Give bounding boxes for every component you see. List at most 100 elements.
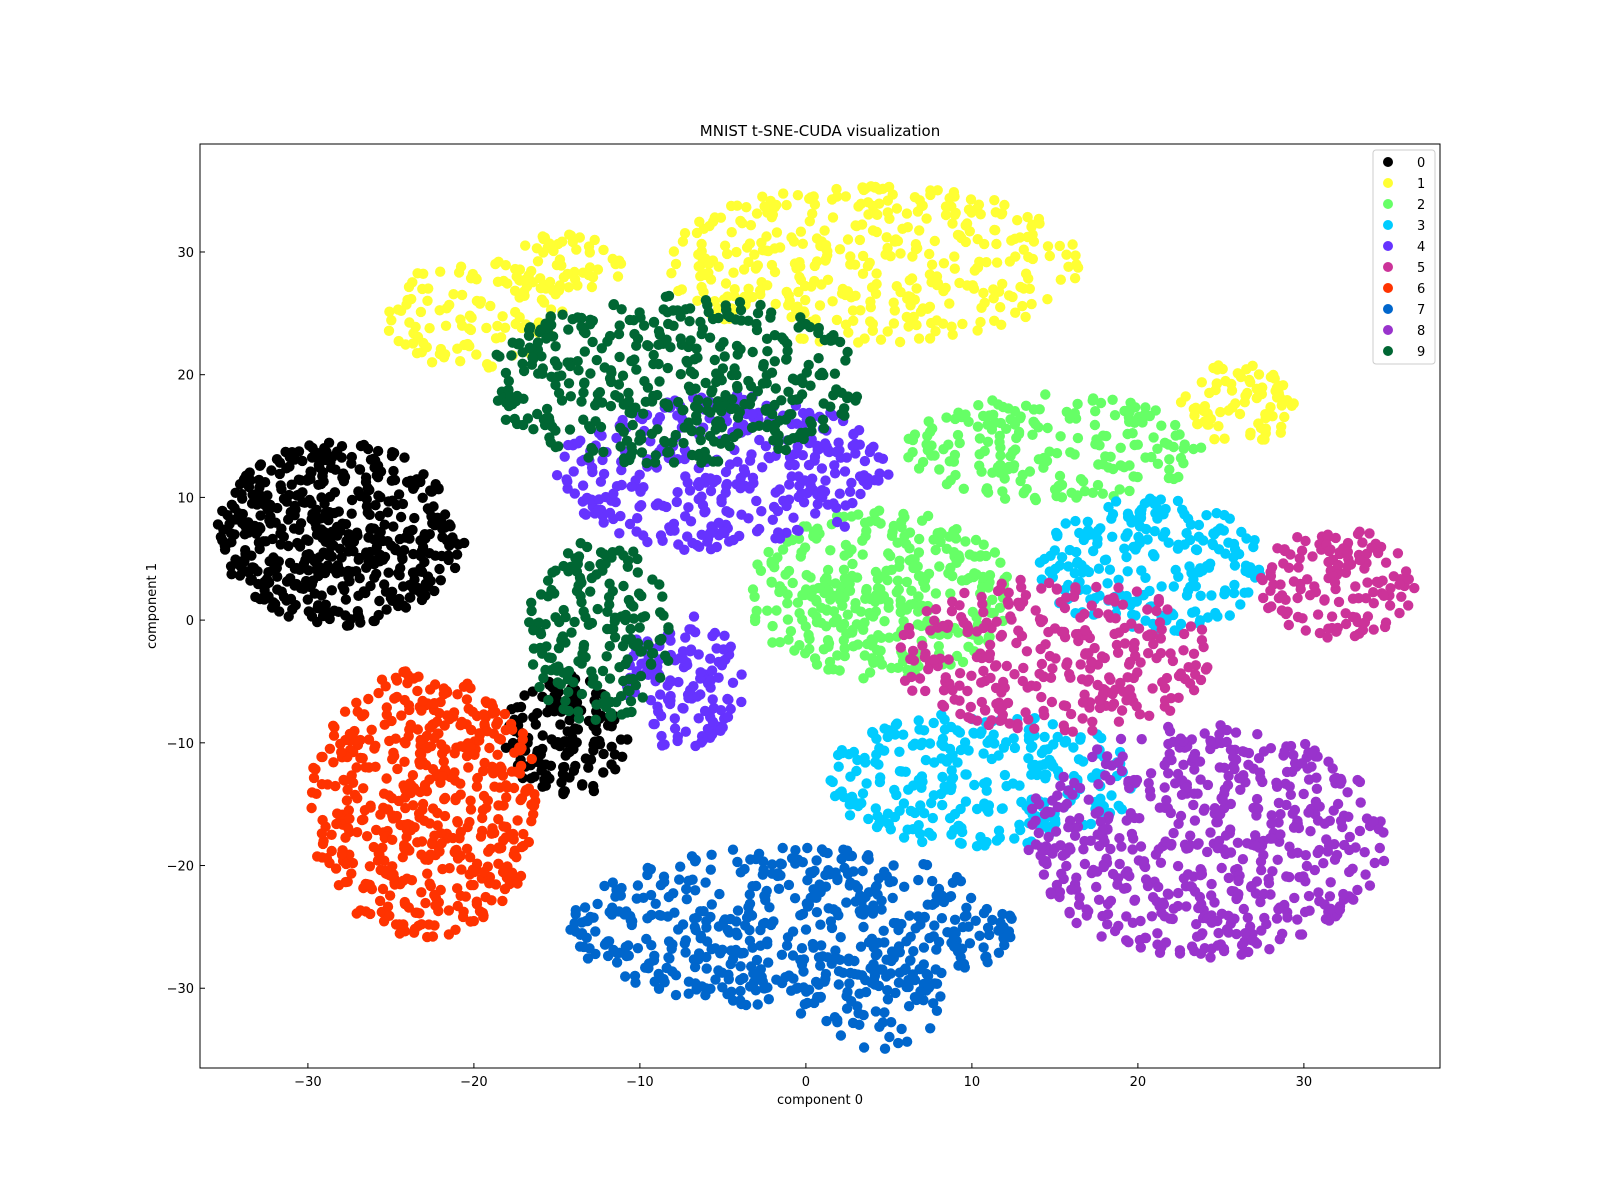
point-digit-0 xyxy=(583,762,594,773)
point-digit-6 xyxy=(437,863,448,875)
point-digit-8 xyxy=(1159,782,1170,793)
point-digit-1 xyxy=(901,311,912,323)
point-digit-2 xyxy=(960,409,971,420)
point-digit-8 xyxy=(1173,887,1184,899)
point-digit-5 xyxy=(1096,651,1108,662)
point-digit-2 xyxy=(954,437,965,449)
point-digit-4 xyxy=(757,462,768,473)
point-digit-7 xyxy=(955,952,966,963)
point-digit-1 xyxy=(569,274,581,285)
point-digit-7 xyxy=(763,957,774,968)
point-digit-1 xyxy=(840,191,851,202)
point-digit-6 xyxy=(422,868,433,879)
point-digit-8 xyxy=(1306,748,1317,759)
point-digit-3 xyxy=(1060,518,1071,529)
point-digit-3 xyxy=(1009,833,1020,844)
point-digit-2 xyxy=(941,412,952,423)
point-digit-8 xyxy=(1219,762,1230,773)
point-digit-4 xyxy=(720,487,731,498)
point-digit-2 xyxy=(923,442,934,453)
point-digit-7 xyxy=(620,971,631,982)
point-digit-8 xyxy=(1054,886,1066,898)
point-digit-1 xyxy=(925,189,936,201)
point-digit-7 xyxy=(995,917,1006,928)
point-digit-1 xyxy=(1022,231,1033,243)
point-digit-4 xyxy=(799,475,810,486)
point-digit-4 xyxy=(624,518,636,530)
point-digit-5 xyxy=(1185,621,1197,632)
point-digit-3 xyxy=(1001,737,1012,748)
point-digit-0 xyxy=(360,472,372,483)
point-digit-0 xyxy=(383,496,394,507)
point-digit-6 xyxy=(364,861,376,872)
point-digit-2 xyxy=(800,584,812,595)
point-digit-1 xyxy=(1245,427,1256,438)
point-digit-7 xyxy=(755,940,766,951)
point-digit-7 xyxy=(735,995,746,1006)
point-digit-3 xyxy=(889,784,900,796)
point-digit-5 xyxy=(1065,708,1077,720)
point-digit-0 xyxy=(293,446,305,457)
point-digit-2 xyxy=(1115,442,1126,453)
point-digit-6 xyxy=(438,756,449,767)
point-digit-4 xyxy=(688,611,700,622)
point-digit-0 xyxy=(300,575,312,587)
point-digit-7 xyxy=(923,982,935,993)
point-digit-8 xyxy=(1228,913,1239,924)
point-digit-2 xyxy=(800,648,811,659)
point-digit-3 xyxy=(1054,560,1066,571)
point-digit-7 xyxy=(811,855,822,866)
point-digit-4 xyxy=(680,471,691,482)
point-digit-5 xyxy=(895,642,906,653)
point-digit-6 xyxy=(347,777,359,788)
point-digit-1 xyxy=(676,284,687,295)
point-digit-2 xyxy=(767,637,778,648)
point-digit-0 xyxy=(371,470,382,481)
point-digit-3 xyxy=(894,805,905,816)
point-digit-2 xyxy=(801,521,812,532)
point-digit-3 xyxy=(1191,544,1203,556)
point-digit-7 xyxy=(755,924,766,936)
point-digit-1 xyxy=(531,243,543,254)
point-digit-5 xyxy=(1380,557,1392,568)
point-digit-3 xyxy=(844,810,856,821)
point-digit-1 xyxy=(1026,221,1037,233)
point-digit-8 xyxy=(1189,788,1200,799)
point-digit-5 xyxy=(1124,684,1136,695)
point-digit-6 xyxy=(420,897,431,909)
point-digit-8 xyxy=(1211,817,1222,828)
point-digit-2 xyxy=(901,576,913,588)
point-digit-8 xyxy=(1266,810,1277,821)
point-digit-8 xyxy=(1342,787,1353,798)
point-digit-6 xyxy=(497,895,508,907)
point-digit-3 xyxy=(1219,585,1231,596)
point-digit-7 xyxy=(621,950,632,962)
point-digit-0 xyxy=(568,765,580,776)
point-digit-2 xyxy=(873,505,885,516)
point-digit-8 xyxy=(1185,830,1196,841)
point-digit-8 xyxy=(1225,744,1237,755)
point-digit-7 xyxy=(893,977,905,988)
point-digit-5 xyxy=(1151,652,1162,664)
point-digit-7 xyxy=(669,907,680,918)
point-digit-2 xyxy=(1168,473,1180,485)
point-digit-6 xyxy=(528,800,540,811)
point-digit-8 xyxy=(1213,927,1224,939)
point-digit-7 xyxy=(914,912,926,923)
point-digit-5 xyxy=(997,709,1008,720)
point-digit-7 xyxy=(695,933,706,944)
point-digit-8 xyxy=(1121,815,1132,826)
point-digit-2 xyxy=(879,616,890,627)
point-digit-6 xyxy=(396,710,407,721)
point-digit-5 xyxy=(1035,616,1047,628)
point-digit-4 xyxy=(705,682,716,693)
point-digit-2 xyxy=(951,557,962,568)
point-digit-4 xyxy=(797,450,808,461)
point-digit-0 xyxy=(218,524,229,535)
point-digit-7 xyxy=(854,1019,865,1030)
point-digit-0 xyxy=(370,455,381,466)
point-digit-2 xyxy=(1152,443,1163,454)
point-digit-8 xyxy=(1064,906,1075,918)
point-digit-5 xyxy=(1116,705,1128,716)
point-digit-6 xyxy=(416,919,427,930)
